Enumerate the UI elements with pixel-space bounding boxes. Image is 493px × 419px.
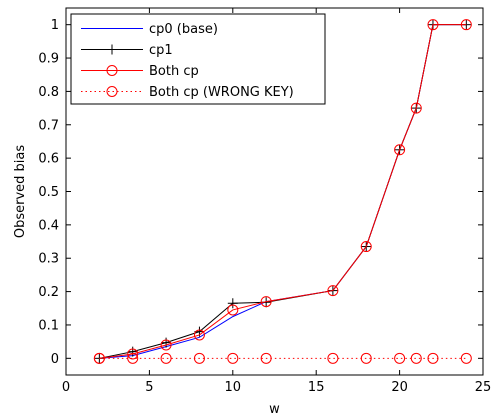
y-tick-label: 0.4 <box>38 218 59 233</box>
series-1-point <box>227 298 238 309</box>
series-2-point <box>227 304 239 316</box>
legend-label: Both cp (WRONG KEY) <box>149 85 294 100</box>
legend-label: cp0 (base) <box>149 22 218 37</box>
series-2-point <box>460 19 472 31</box>
series-2-point <box>260 296 272 308</box>
series-2-point <box>160 339 172 351</box>
y-tick-label: 0.1 <box>38 318 59 333</box>
series-2-point <box>360 241 372 253</box>
tick-layer: 0 5 10 15 20 25 0 0.1 0.2 0.3 0.4 0.5 0.6 0.7 0.8 0.9 1 <box>38 8 491 395</box>
y-tick-label: 0.5 <box>38 185 59 200</box>
series-2-point <box>327 285 339 297</box>
series-3-point <box>460 352 472 364</box>
y-tick-label: 1 <box>51 18 59 33</box>
x-axis-label: w <box>269 402 280 417</box>
y-tick-label: 0 <box>51 352 59 367</box>
y-tick-label: 0.3 <box>38 252 59 267</box>
plot-layer <box>93 19 472 364</box>
y-tick-label: 0.2 <box>38 285 59 300</box>
series-2-point <box>193 329 205 341</box>
y-tick-label: 0.7 <box>38 118 59 133</box>
legend-swatch-marker <box>107 44 117 55</box>
x-tick-label: 5 <box>145 380 153 395</box>
series-3-point <box>160 352 172 364</box>
x-tick-label: 0 <box>62 380 70 395</box>
series-2-line <box>99 24 467 359</box>
series-3-point <box>227 352 239 364</box>
series-3-point <box>93 352 105 364</box>
legend: cp0 (base) cp1 Both cp Both cp (WRONG KEY) <box>70 13 326 105</box>
legend-swatch-marker <box>106 65 118 76</box>
series-3-point <box>410 352 422 364</box>
y-tick-label: 0.8 <box>38 85 59 100</box>
series-3-point <box>427 352 439 364</box>
legend-label: cp1 <box>149 43 173 58</box>
series-2-point <box>127 348 139 360</box>
x-tick-label: 10 <box>225 380 242 395</box>
series-1-point <box>127 346 138 357</box>
legend-swatch-marker <box>106 86 118 97</box>
x-tick-label: 15 <box>308 380 325 395</box>
x-tick-label: 20 <box>391 380 408 395</box>
legend-label: Both cp <box>149 64 199 79</box>
series-2-point <box>410 102 422 114</box>
y-tick-label: 0.9 <box>38 52 59 67</box>
x-tick-label: 25 <box>475 380 492 395</box>
series-2-point <box>394 144 406 156</box>
series-3-group <box>93 352 472 364</box>
series-3-point <box>394 352 406 364</box>
series-3-point <box>360 352 372 364</box>
series-3-point <box>260 352 272 364</box>
y-tick-label: 0.6 <box>38 152 59 167</box>
series-3-point <box>327 352 339 364</box>
series-3-point <box>193 352 205 364</box>
series-3-point <box>127 352 139 364</box>
y-axis-label: Observed bias <box>13 145 28 239</box>
series-1-point <box>161 337 172 348</box>
series-2-point <box>427 19 439 31</box>
